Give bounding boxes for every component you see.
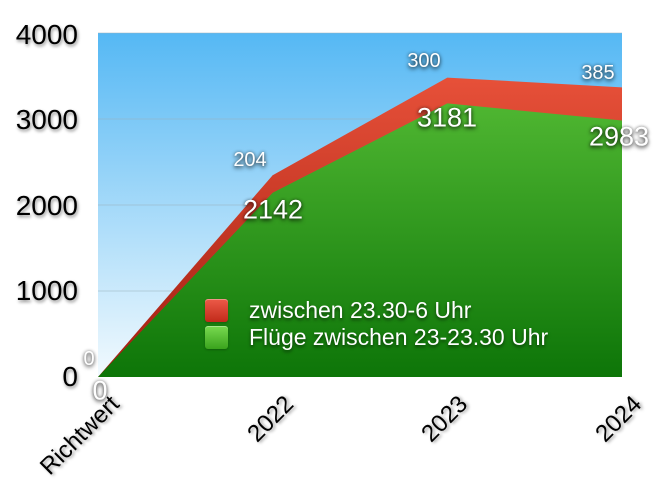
y-tick-label-3000: 3000 bbox=[15, 104, 78, 135]
legend-label-green: Flüge zwischen 23-23.30 Uhr bbox=[249, 324, 549, 350]
data-label-red-2022: 204 bbox=[233, 149, 267, 171]
y-tick-label-4000: 4000 bbox=[15, 19, 78, 50]
legend-label-red: zwischen 23.30-6 Uhr bbox=[249, 297, 472, 323]
legend: zwischen 23.30-6 Uhr Flüge zwischen 23-2… bbox=[205, 299, 548, 353]
data-label-red-2023: 300 bbox=[407, 50, 441, 72]
data-label-red-richtwert: 0 bbox=[83, 348, 95, 370]
legend-swatch-red-icon bbox=[205, 299, 228, 322]
data-label-green-2022: 2142 bbox=[242, 194, 304, 225]
y-tick-label-2000: 2000 bbox=[15, 190, 78, 221]
y-tick-label-1000: 1000 bbox=[15, 275, 78, 306]
data-label-green-2024: 2983 bbox=[588, 121, 650, 152]
data-label-green-richtwert: 0 bbox=[92, 375, 108, 406]
y-tick-label-0: 0 bbox=[62, 361, 78, 392]
legend-swatch-green-icon bbox=[205, 326, 228, 349]
data-label-red-2024: 385 bbox=[581, 62, 615, 84]
legend-item-green: Flüge zwischen 23-23.30 Uhr bbox=[205, 326, 548, 349]
data-label-green-2023: 3181 bbox=[416, 102, 478, 133]
legend-item-red: zwischen 23.30-6 Uhr bbox=[205, 299, 548, 322]
